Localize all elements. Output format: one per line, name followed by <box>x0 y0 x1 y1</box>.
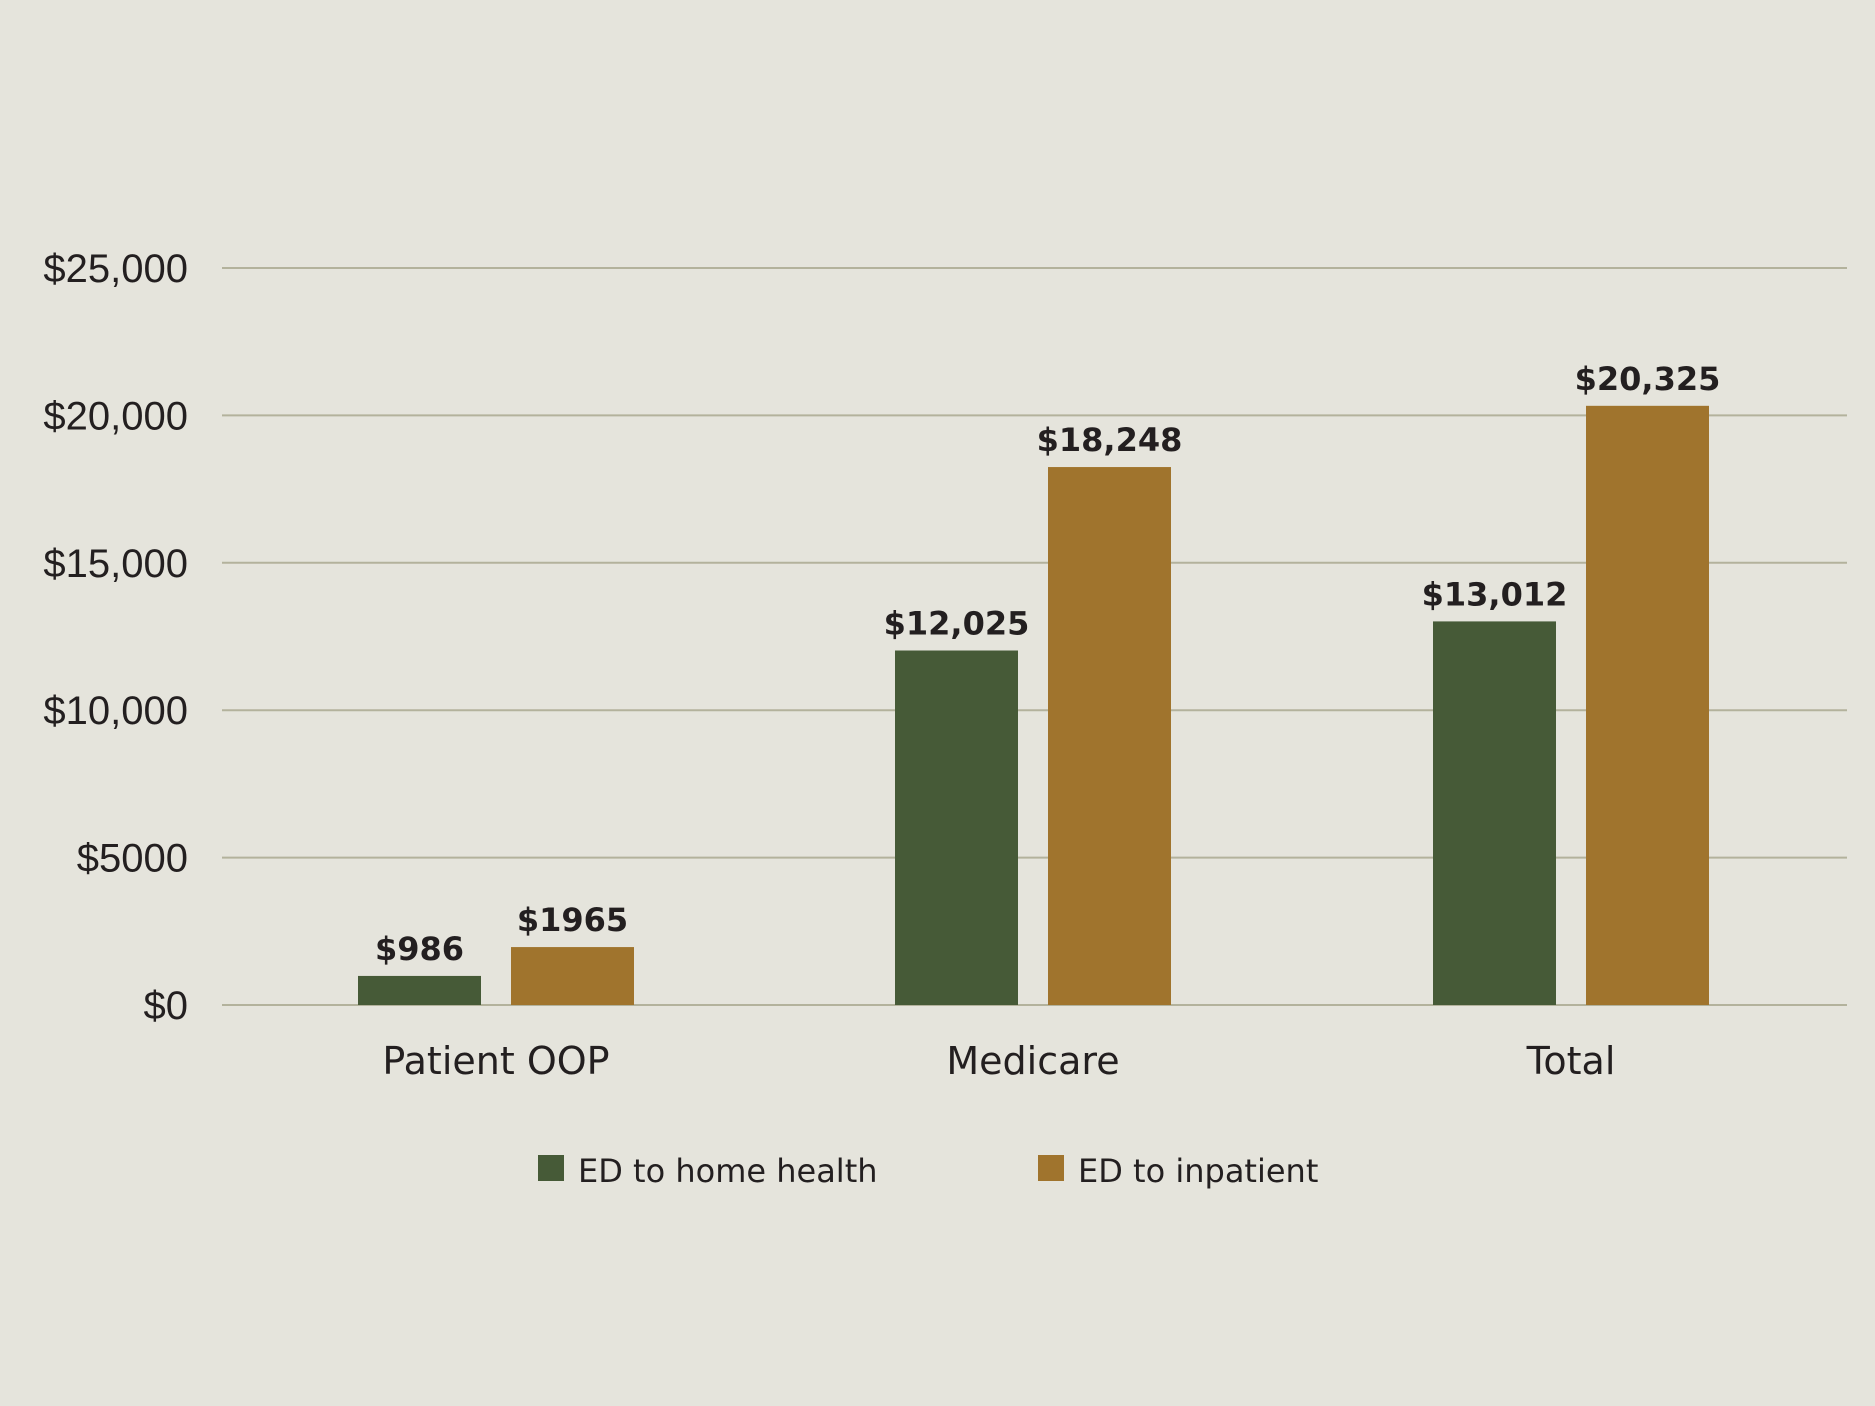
legend-swatch <box>538 1155 564 1181</box>
data-label: $13,012 <box>1422 575 1568 613</box>
y-tick-label: $10,000 <box>43 689 188 733</box>
bar <box>358 975 481 1005</box>
data-label: $18,248 <box>1037 421 1183 459</box>
y-tick-label: $5000 <box>77 837 188 881</box>
x-tick-label: Total <box>1526 1039 1616 1083</box>
data-label: $1965 <box>517 901 628 939</box>
bar <box>1433 621 1556 1005</box>
x-tick-label: Medicare <box>946 1039 1119 1083</box>
bar <box>511 947 634 1005</box>
y-tick-label: $20,000 <box>43 394 188 438</box>
bar <box>1048 467 1171 1005</box>
bar <box>895 650 1018 1005</box>
data-label: $12,025 <box>884 605 1030 643</box>
y-tick-label: $0 <box>144 984 189 1028</box>
data-label: $20,325 <box>1575 360 1721 398</box>
data-label: $986 <box>375 930 464 968</box>
legend-swatch <box>1038 1155 1064 1181</box>
y-tick-label: $15,000 <box>43 542 188 586</box>
legend-label: ED to inpatient <box>1078 1152 1318 1190</box>
bar <box>1586 405 1709 1006</box>
legend-label: ED to home health <box>578 1152 878 1190</box>
x-tick-label: Patient OOP <box>382 1039 609 1083</box>
y-tick-label: $25,000 <box>43 247 188 291</box>
